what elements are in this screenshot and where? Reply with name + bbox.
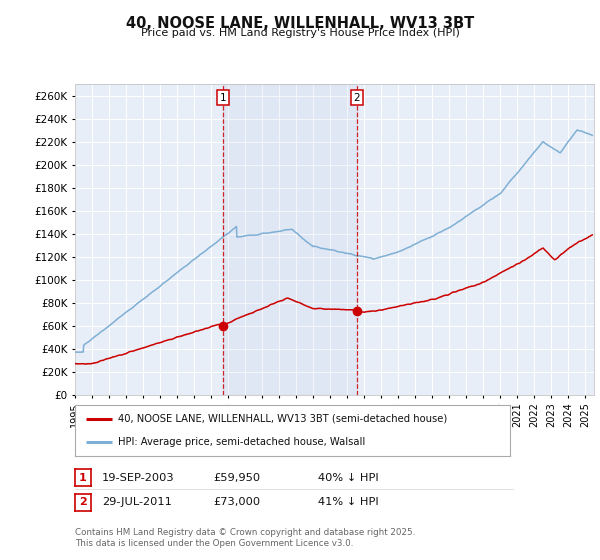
Text: 1: 1 [220, 93, 227, 103]
Text: £59,950: £59,950 [213, 473, 260, 483]
Text: 2: 2 [79, 497, 86, 507]
Text: 1: 1 [79, 473, 86, 483]
Text: £73,000: £73,000 [213, 497, 260, 507]
Text: 19-SEP-2003: 19-SEP-2003 [102, 473, 175, 483]
Text: Price paid vs. HM Land Registry's House Price Index (HPI): Price paid vs. HM Land Registry's House … [140, 28, 460, 38]
Text: 2: 2 [353, 93, 360, 103]
Text: 41% ↓ HPI: 41% ↓ HPI [318, 497, 379, 507]
Text: 29-JUL-2011: 29-JUL-2011 [102, 497, 172, 507]
Text: 40, NOOSE LANE, WILLENHALL, WV13 3BT: 40, NOOSE LANE, WILLENHALL, WV13 3BT [126, 16, 474, 31]
Text: 40, NOOSE LANE, WILLENHALL, WV13 3BT (semi-detached house): 40, NOOSE LANE, WILLENHALL, WV13 3BT (se… [119, 414, 448, 424]
Text: Contains HM Land Registry data © Crown copyright and database right 2025.
This d: Contains HM Land Registry data © Crown c… [75, 528, 415, 548]
Text: HPI: Average price, semi-detached house, Walsall: HPI: Average price, semi-detached house,… [119, 437, 366, 447]
Bar [223, 84, 357, 395]
Text: 40% ↓ HPI: 40% ↓ HPI [318, 473, 379, 483]
